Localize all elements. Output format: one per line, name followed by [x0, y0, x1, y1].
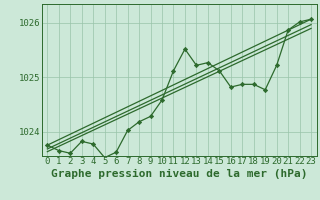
X-axis label: Graphe pression niveau de la mer (hPa): Graphe pression niveau de la mer (hPa)	[51, 169, 308, 179]
